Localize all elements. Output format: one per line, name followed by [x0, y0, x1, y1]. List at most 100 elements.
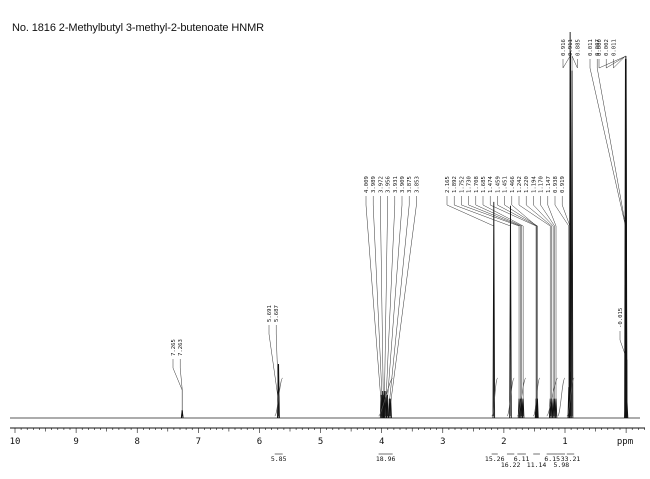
- x-tick-label: 3: [440, 437, 445, 447]
- peak-label: 1.892: [452, 176, 458, 193]
- peak-label: 3.956: [386, 176, 392, 193]
- spectrum-peak: [554, 398, 558, 419]
- peak-leader-line: [461, 196, 520, 416]
- peak-leader-line: [613, 55, 626, 416]
- x-tick-label: 2: [501, 437, 506, 447]
- peak-label: 3.853: [414, 176, 420, 193]
- peak-leader-line: [386, 196, 403, 416]
- peak-leader-line: [475, 196, 522, 416]
- peak-leader-line: [533, 196, 554, 416]
- peak-leader-line: [554, 196, 570, 416]
- peak-label: 3.909: [400, 176, 406, 193]
- integral-curve: [557, 377, 566, 417]
- peak-label: 3.875: [407, 176, 413, 193]
- peak-label: 0.885: [575, 39, 581, 56]
- x-tick-label: 6: [257, 437, 262, 447]
- peak-label: 1.708: [474, 176, 480, 193]
- peak-label: 1.466: [510, 176, 516, 193]
- peak-label: 0.011: [611, 39, 617, 56]
- spectrum-peak: [624, 59, 628, 419]
- integral-curve: [566, 377, 575, 417]
- spectrum-peak: [181, 410, 184, 419]
- x-tick-label: 10: [10, 437, 21, 447]
- peak-leader-line: [489, 196, 537, 416]
- peak-labels: 7.265 7.263 5.691 5.687 4.009 3.989 3.972 3.956…: [171, 39, 628, 416]
- peak-label: 0.938: [553, 176, 559, 193]
- peak-label: 0.916: [561, 39, 567, 56]
- integral-value: 6.11: [514, 455, 530, 463]
- peak-leader-line: [372, 196, 383, 416]
- peak-leader-line: [446, 196, 495, 416]
- peak-leader-line: [547, 196, 557, 416]
- peak-label: 1.242: [517, 176, 523, 193]
- peak-leader-line: [605, 55, 627, 416]
- peak-leader-line: [511, 196, 537, 416]
- peak-leader-line: [268, 325, 279, 416]
- peak-leader-line: [518, 196, 551, 416]
- peak-label: 4.009: [364, 176, 370, 193]
- spectrum-peak: [492, 201, 496, 419]
- x-tick-label: 8: [135, 437, 140, 447]
- integral-curve: [517, 377, 527, 417]
- peak-leader-line: [365, 196, 382, 416]
- integral-value: 11.14: [527, 461, 547, 469]
- peak-leader-line: [179, 359, 183, 416]
- spectrum-peaks: [10, 31, 640, 419]
- peak-label: 1.220: [524, 176, 530, 193]
- peak-label: 1.752: [459, 176, 465, 193]
- peak-leader-line: [598, 55, 627, 416]
- spectrum-peak: [624, 59, 627, 419]
- integrals: 5.85 18.96 15.2616.226.1111.146.155.9833.2…: [271, 377, 581, 469]
- peak-label: 7.263: [178, 339, 184, 356]
- spectrum-peak: [521, 398, 525, 419]
- integral-value: 6.15: [544, 455, 560, 463]
- integral-value: 33.21: [561, 455, 581, 463]
- peak-label: 1.194: [531, 176, 537, 193]
- peak-label: 0.007: [595, 39, 601, 56]
- peak-leader-line: [380, 196, 384, 416]
- peak-leader-line: [497, 196, 538, 416]
- x-tick-label: 1: [562, 437, 567, 447]
- integral-curve: [506, 377, 515, 417]
- peak-label: 5.687: [274, 305, 280, 322]
- x-axis-unit: ppm: [617, 437, 633, 447]
- peak-label: 1.451: [503, 176, 509, 193]
- peak-leader-line: [596, 59, 626, 416]
- spectrum-peak: [509, 205, 512, 419]
- peak-leader-line: [385, 196, 396, 416]
- integral-value: 16.22: [501, 461, 521, 469]
- peak-label: 1.730: [467, 176, 473, 193]
- peak-leader-line: [525, 196, 552, 416]
- spectrum-peak: [570, 70, 574, 419]
- peak-label: 0.011: [588, 39, 594, 56]
- spectrum-peak: [385, 394, 389, 419]
- chart-title: No. 1816 2-Methylbutyl 3-methyl-2-buteno…: [12, 22, 264, 34]
- peak-label: 0.919: [560, 176, 566, 193]
- x-tick-label: 5: [318, 437, 323, 447]
- peak-leader-line: [389, 196, 410, 416]
- peak-leader-line: [589, 59, 626, 416]
- peak-leader-line: [482, 196, 524, 416]
- peak-label: 0.002: [604, 39, 610, 56]
- integral-value: 5.85: [271, 455, 287, 463]
- peak-label: 5.691: [267, 305, 273, 322]
- integral-value: 5.98: [554, 461, 570, 469]
- peak-label: 0.000: [597, 39, 603, 56]
- integral-value: 18.96: [376, 455, 396, 463]
- peak-leader-line: [504, 196, 538, 416]
- peak-label: 1.685: [481, 176, 487, 193]
- integral-curve: [532, 377, 541, 417]
- x-axis: 10 9 8 7 6 5 4 3 2 1 ppm: [10, 427, 645, 447]
- x-tick-label: 7: [196, 437, 201, 447]
- peak-label: 1.170: [539, 176, 545, 193]
- integral-curve: [546, 377, 558, 417]
- peak-label: 2.165: [445, 176, 451, 193]
- peak-leader-line: [453, 196, 511, 416]
- spectrum-peak: [569, 51, 572, 419]
- peak-label: 3.931: [393, 176, 399, 193]
- x-tick-label: 9: [73, 437, 78, 447]
- peak-label: 3.989: [371, 176, 377, 193]
- spectrum-peak: [389, 398, 392, 419]
- peak-label: 1.147: [546, 176, 552, 193]
